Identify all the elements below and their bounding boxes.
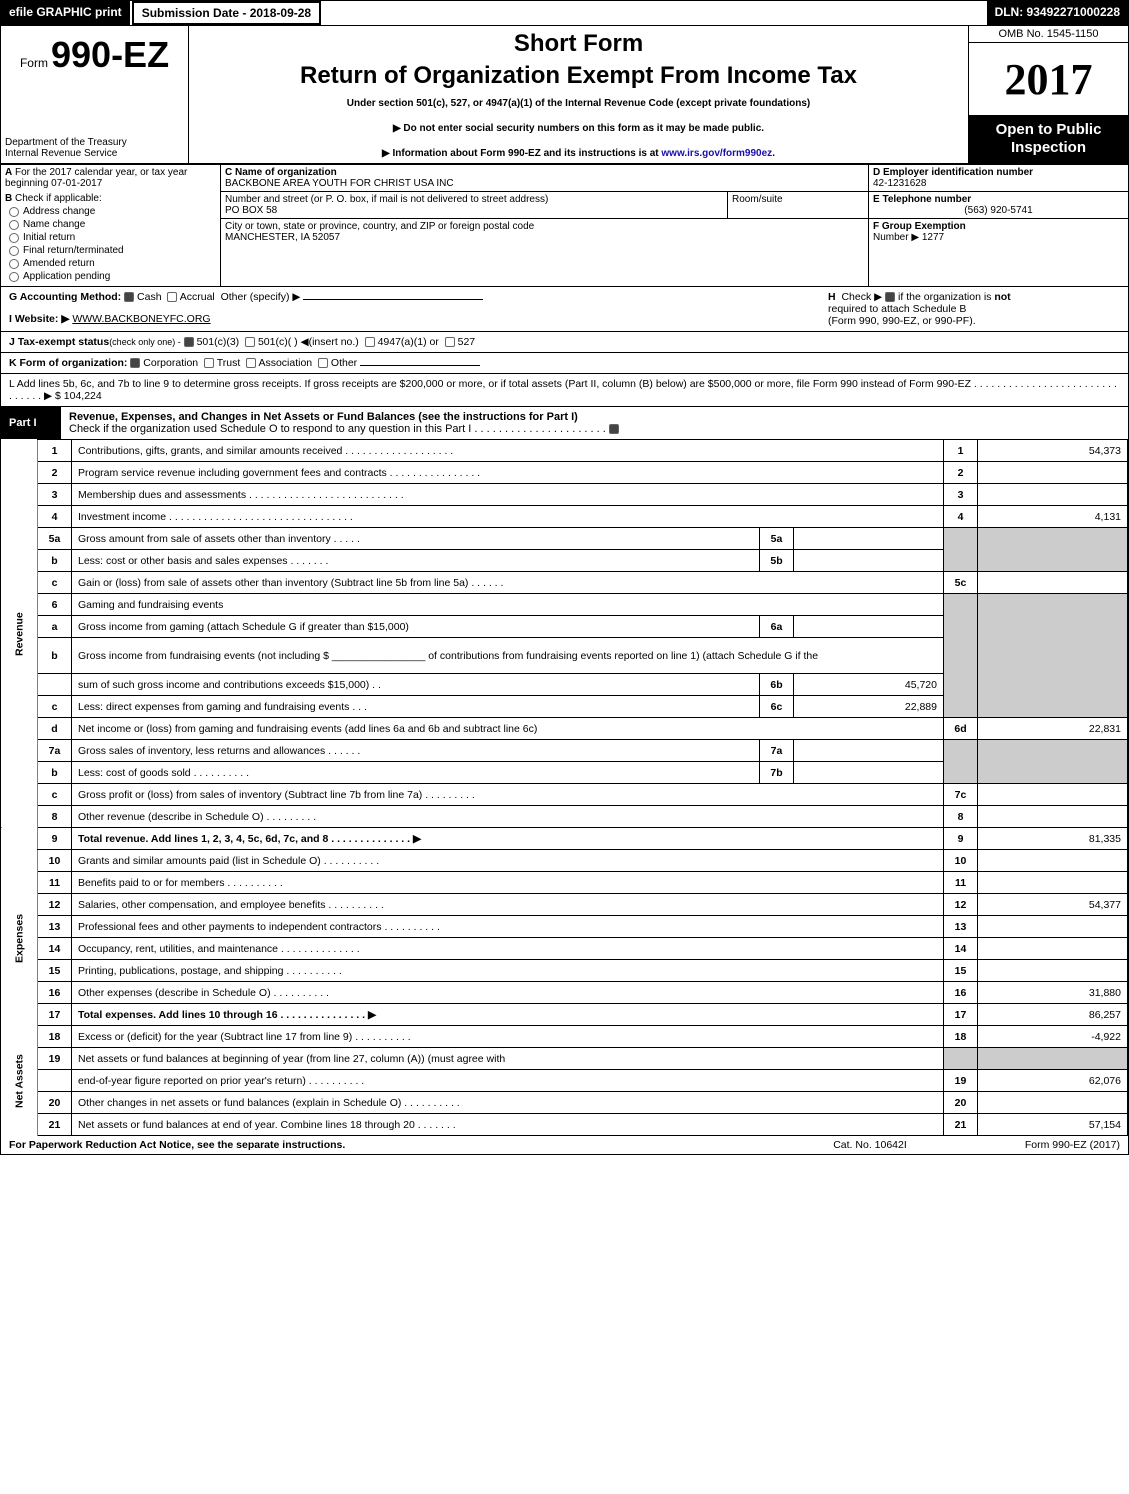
radio-icon[interactable] — [318, 358, 328, 368]
omb-number: OMB No. 1545-1150 — [969, 26, 1128, 43]
revenue-side-label: Revenue — [1, 440, 38, 828]
paperwork-notice: For Paperwork Reduction Act Notice, see … — [9, 1139, 780, 1151]
short-form-title: Short Form — [197, 30, 960, 58]
checkbox-icon[interactable] — [9, 272, 19, 282]
line-l: L Add lines 5b, 6c, and 7b to line 9 to … — [1, 374, 1128, 407]
under-section: Under section 501(c), 527, or 4947(a)(1)… — [197, 98, 960, 109]
city-label: City or town, state or province, country… — [225, 221, 864, 232]
info-notice: ▶ Information about Form 990-EZ and its … — [197, 148, 960, 159]
part-label: Part I — [1, 407, 61, 439]
radio-icon[interactable] — [124, 292, 134, 302]
checkbox-icon[interactable] — [9, 246, 19, 256]
irs-label: Internal Revenue Service — [5, 148, 184, 159]
gross-receipts-value: $ 104,224 — [55, 390, 102, 402]
radio-icon[interactable] — [885, 292, 895, 302]
city-value: MANCHESTER, IA 52057 — [225, 232, 864, 243]
phone-value: (563) 920-5741 — [873, 205, 1124, 216]
street-value: PO BOX 58 — [225, 205, 723, 216]
room-label: Room/suite — [728, 192, 868, 218]
cat-number: Cat. No. 10642I — [780, 1139, 960, 1151]
radio-icon[interactable] — [204, 358, 214, 368]
radio-icon[interactable] — [184, 337, 194, 347]
form-header: Form 990-EZ Department of the Treasury I… — [1, 26, 1128, 165]
e-label: E Telephone number — [873, 194, 971, 205]
open-public-badge: Open to Public Inspection — [969, 115, 1128, 163]
form-page: efile GRAPHIC print Submission Date - 20… — [0, 0, 1129, 1155]
line-g-h: G Accounting Method: Cash Accrual Other … — [1, 287, 1128, 332]
form-version: Form 990-EZ (2017) — [960, 1139, 1120, 1151]
form-prefix: Form — [20, 56, 48, 70]
return-title: Return of Organization Exempt From Incom… — [197, 62, 960, 90]
net-assets-side-label: Net Assets — [1, 1026, 38, 1136]
radio-icon[interactable] — [445, 337, 455, 347]
check-list: Address change Name change Initial retur… — [5, 206, 216, 282]
f-label: F Group Exemption — [873, 221, 966, 232]
group-exemption-value: 1277 — [922, 232, 944, 243]
radio-icon[interactable] — [130, 358, 140, 368]
radio-icon[interactable] — [246, 358, 256, 368]
tax-year: 2017 — [969, 43, 1128, 115]
checkbox-icon[interactable] — [9, 259, 19, 269]
ein-value: 42-1231628 — [873, 178, 926, 189]
page-footer: For Paperwork Reduction Act Notice, see … — [1, 1136, 1128, 1154]
ssn-notice: ▶ Do not enter social security numbers o… — [197, 123, 960, 134]
dept-treasury: Department of the Treasury — [5, 137, 184, 148]
website-link[interactable]: WWW.BACKBONEYFC.ORG — [72, 313, 210, 325]
dln-label: DLN: 93492271000228 — [987, 1, 1128, 25]
street-label: Number and street (or P. O. box, if mail… — [225, 194, 723, 205]
submission-date: Submission Date - 2018-09-28 — [132, 1, 321, 25]
checkbox-icon[interactable] — [9, 207, 19, 217]
form-number: 990-EZ — [51, 34, 169, 75]
part-1-table: Revenue 1 Contributions, gifts, grants, … — [1, 439, 1128, 1136]
part-1-header: Part I Revenue, Expenses, and Changes in… — [1, 407, 1128, 439]
section-a-b: A For the 2017 calendar year, or tax yea… — [1, 165, 1128, 287]
line-k: K Form of organization: Corporation Trus… — [1, 353, 1128, 374]
checkbox-icon[interactable] — [9, 233, 19, 243]
org-name: BACKBONE AREA YOUTH FOR CHRIST USA INC — [225, 178, 864, 189]
efile-print-button[interactable]: efile GRAPHIC print — [1, 1, 132, 25]
checkbox-icon[interactable] — [609, 424, 619, 434]
c-label: C Name of organization — [225, 167, 864, 178]
top-bar: efile GRAPHIC print Submission Date - 20… — [1, 1, 1128, 26]
checkbox-icon[interactable] — [9, 220, 19, 230]
d-label: D Employer identification number — [873, 167, 1033, 178]
radio-icon[interactable] — [365, 337, 375, 347]
expenses-side-label: Expenses — [1, 850, 38, 1026]
info-url-link[interactable]: www.irs.gov/form990ez — [661, 148, 772, 159]
line-j: J Tax-exempt status(check only one) - 50… — [1, 332, 1128, 353]
radio-icon[interactable] — [245, 337, 255, 347]
radio-icon[interactable] — [167, 292, 177, 302]
